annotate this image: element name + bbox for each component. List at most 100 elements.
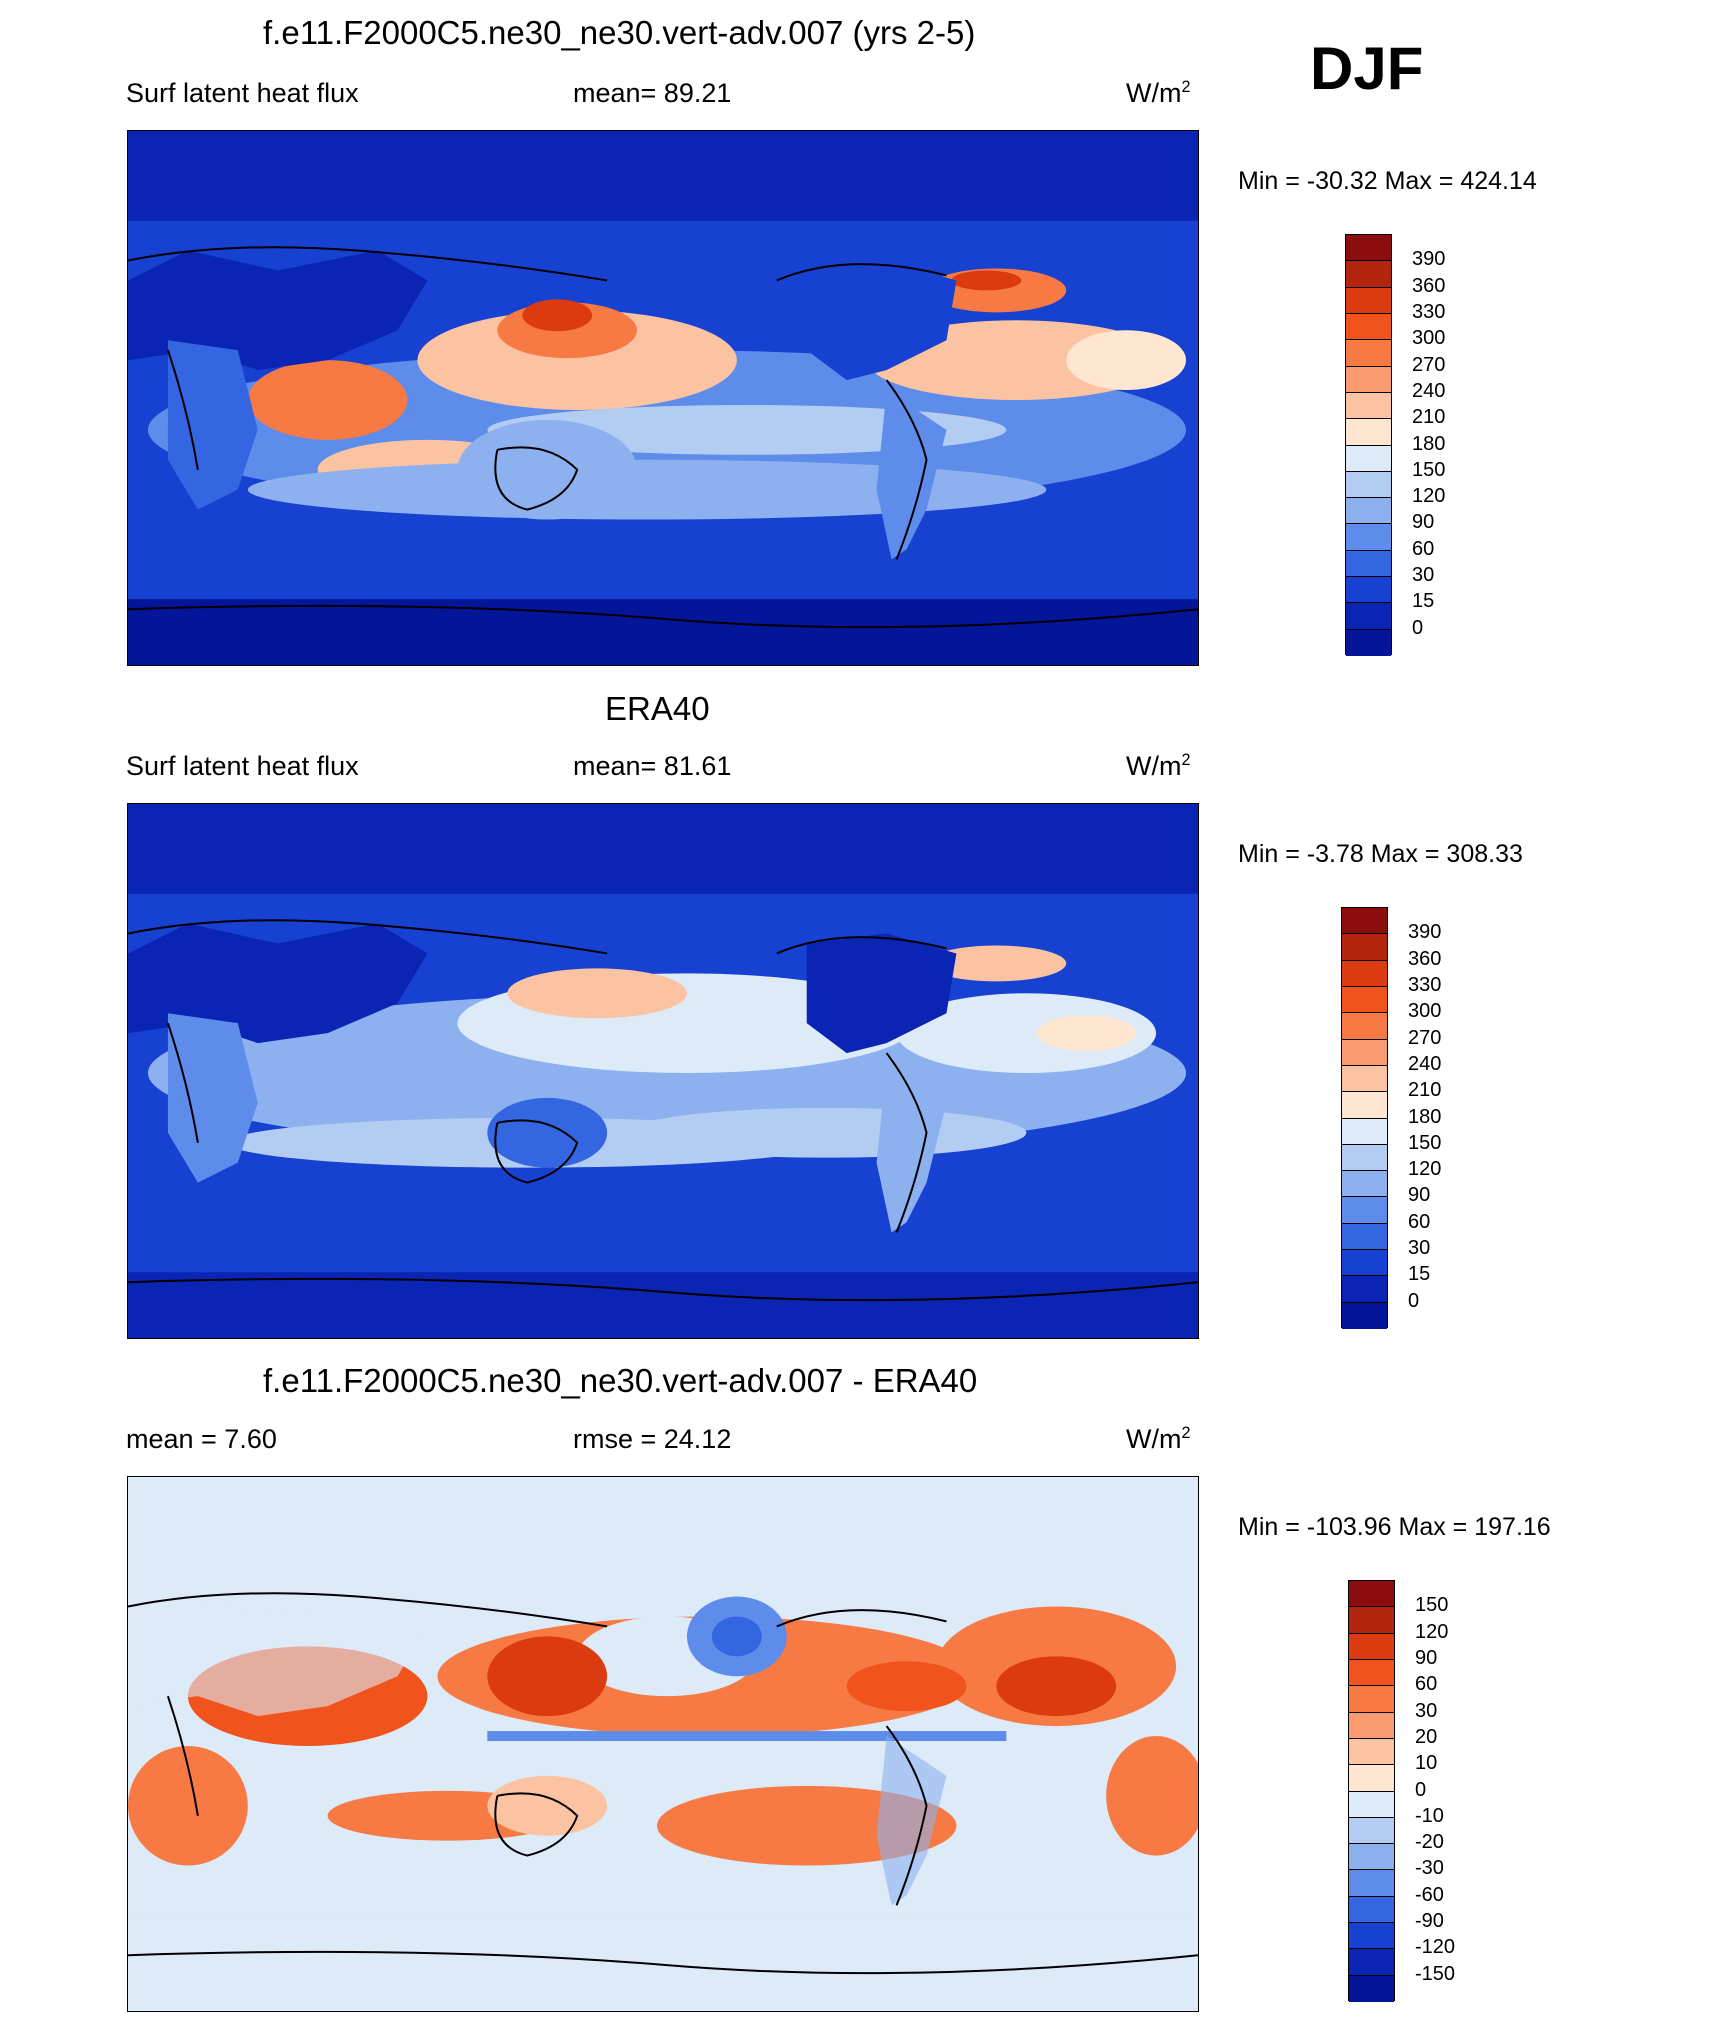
colorbar-swatch [1349, 1686, 1394, 1713]
colorbar-swatch [1342, 1039, 1387, 1066]
colorbar-tick-label: 90 [1412, 511, 1435, 534]
colorbar-swatch [1346, 445, 1391, 472]
colorbar-swatch [1342, 1197, 1387, 1224]
colorbar-swatch [1342, 1250, 1387, 1277]
panel3-rmse-label: rmse = 24.12 [573, 1424, 732, 1454]
colorbar-tick-label: -150 [1415, 1962, 1456, 1985]
panel3-minmax-label: Min = -103.96 Max = 197.16 [1238, 1513, 1551, 1541]
colorbar-swatch [1346, 603, 1391, 630]
colorbar-tick-label: 330 [1408, 973, 1442, 996]
panel3-map-svg [128, 1477, 1198, 2011]
colorbar-swatch [1349, 1738, 1394, 1766]
colorbar-swatch [1342, 1092, 1387, 1119]
colorbar-swatch [1346, 261, 1391, 288]
colorbar-tick-label: 120 [1408, 1158, 1442, 1181]
panel2-title: ERA40 [605, 690, 710, 727]
colorbar-tick-label: 30 [1408, 1237, 1431, 1260]
colorbar-swatch [1346, 471, 1391, 499]
season-label: DJF [1310, 35, 1424, 102]
colorbar-swatch [1346, 577, 1391, 604]
panel2-minmax-label: Min = -3.78 Max = 308.33 [1238, 840, 1523, 868]
colorbar-tick-label: 360 [1408, 947, 1442, 970]
colorbar-swatch [1349, 1949, 1394, 1976]
colorbar-swatch [1349, 1923, 1394, 1950]
colorbar-swatch [1342, 1065, 1387, 1093]
colorbar-swatch [1342, 1013, 1387, 1040]
colorbar-tick-label: 60 [1408, 1210, 1431, 1233]
colorbar-tick-label: 150 [1415, 1594, 1449, 1617]
colorbar-tick-label: 60 [1415, 1673, 1438, 1696]
colorbar-swatch [1346, 550, 1391, 578]
colorbar-tick-label: 0 [1415, 1778, 1427, 1801]
colorbar-tick-label: 30 [1412, 564, 1435, 587]
colorbar-swatch [1349, 1975, 1394, 2002]
colorbar-tick-label: 390 [1412, 248, 1446, 271]
colorbar-tick-label: -30 [1415, 1857, 1444, 1880]
panel1-mean-label: mean= 89.21 [573, 78, 732, 108]
colorbar-tick-label: 150 [1412, 458, 1446, 481]
colorbar-swatch [1349, 1581, 1394, 1608]
colorbar-swatch [1349, 1712, 1394, 1739]
colorbar-swatch [1349, 1607, 1394, 1634]
colorbar-swatch [1349, 1896, 1394, 1924]
colorbar-tick-label: 10 [1415, 1752, 1438, 1775]
panel1-variable-label: Surf latent heat flux [126, 78, 359, 108]
panel2-mean-label: mean= 81.61 [573, 751, 732, 781]
colorbar-tick-label: 300 [1412, 327, 1446, 350]
colorbar-swatch [1342, 1223, 1387, 1251]
colorbar-tick-label: 90 [1408, 1184, 1431, 1207]
colorbar-tick-label: 120 [1415, 1620, 1449, 1643]
panel3-map [127, 1476, 1199, 2012]
colorbar-tick-label: 330 [1412, 300, 1446, 323]
colorbar-swatch [1346, 392, 1391, 420]
panel1-map-svg [128, 131, 1198, 665]
colorbar-tick-label: 15 [1412, 590, 1435, 613]
panel3-colorbar [1348, 1580, 1395, 2002]
panel2-map-svg [128, 804, 1198, 1338]
colorbar-tick-label: 210 [1408, 1079, 1442, 1102]
colorbar-swatch [1342, 1171, 1387, 1198]
panel1-units-label: W/m2 [1126, 78, 1191, 108]
panel2-map [127, 803, 1199, 1339]
colorbar-swatch [1342, 1276, 1387, 1303]
colorbar-tick-label: 150 [1408, 1131, 1442, 1154]
colorbar-tick-label: -20 [1415, 1831, 1444, 1854]
colorbar-swatch [1349, 1765, 1394, 1792]
panel1-map [127, 130, 1199, 666]
colorbar-tick-label: 30 [1415, 1699, 1438, 1722]
panel1-minmax-label: Min = -30.32 Max = 424.14 [1238, 167, 1537, 195]
panel3-title: f.e11.F2000C5.ne30_ne30.vert-adv.007 - E… [263, 1362, 978, 1399]
colorbar-swatch [1349, 1817, 1394, 1845]
colorbar-tick-label: 15 [1408, 1263, 1431, 1286]
colorbar-swatch [1346, 419, 1391, 446]
colorbar-tick-label: 180 [1412, 432, 1446, 455]
colorbar-tick-label: 390 [1408, 921, 1442, 944]
colorbar-swatch [1346, 313, 1391, 341]
colorbar-swatch [1349, 1633, 1394, 1660]
colorbar-swatch [1342, 1144, 1387, 1172]
colorbar-tick-label: 270 [1412, 353, 1446, 376]
colorbar-tick-label: 180 [1408, 1105, 1442, 1128]
panel2-colorbar [1341, 907, 1388, 1329]
panel2-units-label: W/m2 [1126, 751, 1191, 781]
panel3-units-label: W/m2 [1126, 1424, 1191, 1454]
colorbar-swatch [1346, 524, 1391, 551]
colorbar-swatch [1342, 908, 1387, 935]
colorbar-tick-label: 210 [1412, 406, 1446, 429]
colorbar-tick-label: 360 [1412, 274, 1446, 297]
colorbar-tick-label: 0 [1408, 1289, 1420, 1312]
colorbar-tick-label: 240 [1412, 379, 1446, 402]
panel2-variable-label: Surf latent heat flux [126, 751, 359, 781]
colorbar-swatch [1342, 1118, 1387, 1145]
colorbar-swatch [1342, 960, 1387, 987]
colorbar-tick-label: 300 [1408, 1000, 1442, 1023]
colorbar-tick-label: 270 [1408, 1026, 1442, 1049]
colorbar-swatch [1349, 1870, 1394, 1897]
colorbar-swatch [1346, 340, 1391, 367]
colorbar-swatch [1349, 1844, 1394, 1871]
colorbar-swatch [1342, 934, 1387, 961]
colorbar-tick-label: -10 [1415, 1804, 1444, 1827]
colorbar-swatch [1342, 1302, 1387, 1329]
colorbar-tick-label: 240 [1408, 1052, 1442, 1075]
panel1-colorbar [1345, 234, 1392, 656]
